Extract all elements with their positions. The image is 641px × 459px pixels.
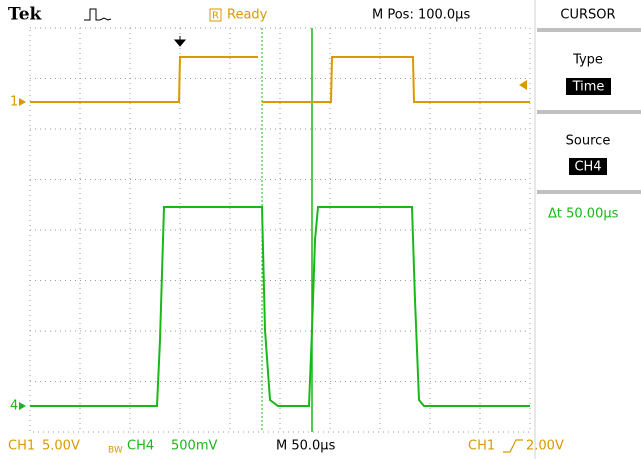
ch4-marker: 4 [10,399,18,414]
status-icon-box [209,8,222,22]
brand: Tek [8,5,43,25]
trigger-level: 2.00V [526,439,564,454]
menu-separator [537,190,641,194]
ch4-label: CH4 [127,439,154,454]
menu-separator [537,110,641,114]
status-icon: R [212,11,219,22]
ch1-label: CH1 [8,439,35,454]
ch4-scale: 500mV [171,439,217,454]
trigger-level-marker [519,80,527,90]
acquire-icon [84,8,112,21]
ch4-marker-arrow [19,402,26,410]
menu-separator [537,28,641,32]
menu-item[interactable]: Source CH4 [566,134,611,176]
ch1-waveform [262,56,530,103]
trigger-source: CH1 [468,439,495,454]
menu-item[interactable]: Type Time [566,53,611,96]
trigger-slope-icon [503,439,523,453]
ch1-scale: 5.00V [42,439,80,454]
menu-item-value: Time [572,80,605,95]
ch1-waveform [30,56,258,103]
cursor-readout: Δt 50.00µs [548,207,619,222]
menu-item-value-box [569,158,607,175]
menu-title: CURSOR [560,8,615,23]
position: M Pos: 100.0µs [372,8,470,23]
ch1-marker-arrow [19,98,26,106]
menu-item-value-box [566,78,611,95]
timebase: M 50.0µs [276,439,336,454]
menu-item-label: Source [566,134,611,149]
status: Ready [227,8,268,23]
ch4-waveform [30,206,530,407]
graticule [29,27,531,433]
menu-item-value: CH4 [574,160,601,175]
menu-item-label: Type [572,53,603,68]
trigger-position-marker [173,36,187,47]
ch1-marker: 1 [10,95,18,110]
bandwidth-limit: BW [108,446,123,456]
